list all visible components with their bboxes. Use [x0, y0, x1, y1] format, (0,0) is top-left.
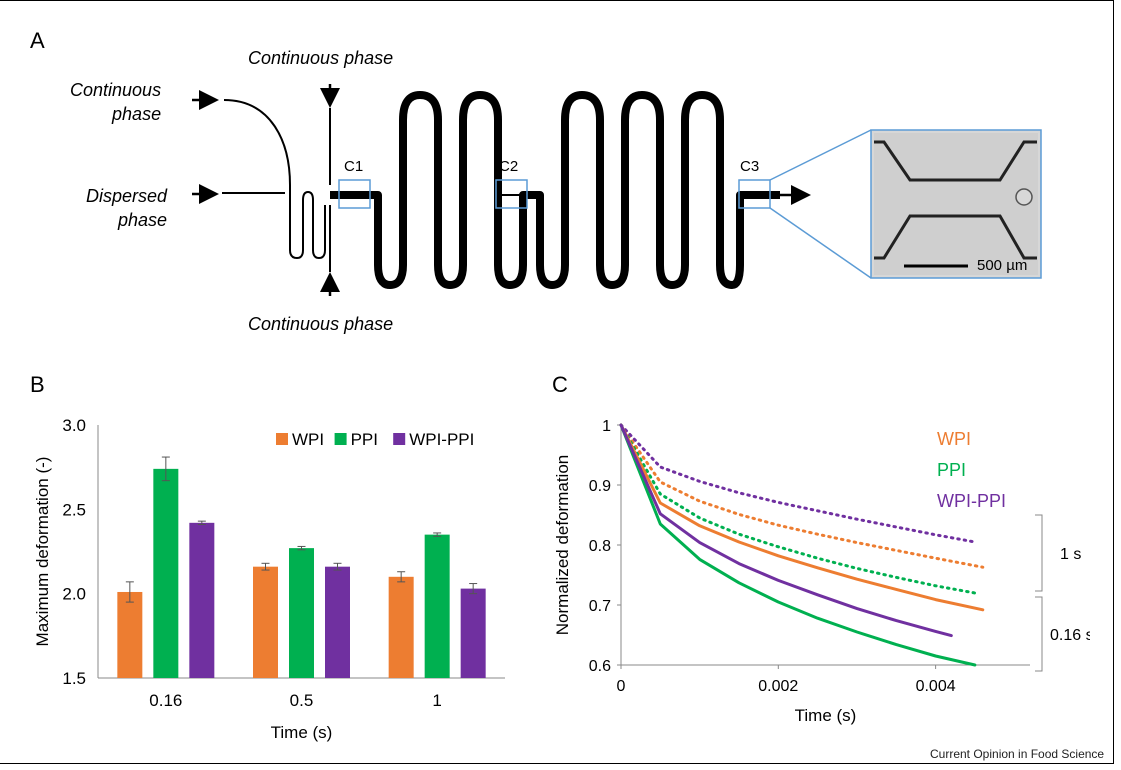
legend-swatch-wpi: [276, 433, 288, 445]
c1-box: [338, 179, 371, 209]
bar-chart-max-deformation: 1.5 2.0 2.5 3.0 0.16 0.5 1 Time (s) Maximum defo…: [33, 416, 505, 742]
dispersed-phase-label: Dispersed phase: [86, 186, 168, 230]
c3-label: C3: [740, 158, 760, 175]
legend-label-wpi: WPI: [292, 430, 324, 449]
bar-ppi: [289, 548, 314, 678]
c2-label: C2: [499, 158, 519, 175]
c3-box: [738, 179, 771, 209]
line-chart-normalized-deformation: 0.6 0.7 0.8 0.9 1 0 0.002 0.004 Time (s) Normaliz…: [553, 418, 1090, 725]
legend-label-wpi: WPI: [937, 429, 971, 449]
x-tick-label: 0.004: [916, 678, 956, 695]
bar-wpi-ppi: [189, 522, 215, 678]
y-tick-label: 0.6: [589, 658, 611, 675]
x-tick-label: 0.002: [758, 678, 798, 695]
y-tick-label: 1: [602, 418, 611, 435]
x-tick-label: 0.16: [149, 691, 182, 710]
c1-label: C1: [344, 158, 364, 175]
legend-swatch-ppi: [334, 433, 347, 445]
group-label-1s: 1 s: [1060, 546, 1081, 563]
y-tick-label: 0.7: [589, 598, 611, 615]
series-line-wpi-ppi-016s: [619, 423, 953, 638]
microfluidic-schematic: [192, 84, 1042, 296]
x-tick-label: 0: [617, 678, 626, 695]
series-line-ppi-016s: [619, 423, 977, 667]
bar-wpi-ppi: [460, 588, 486, 678]
footer-credit: Current Opinion in Food Science: [930, 747, 1105, 761]
series-line-ppi-1s: [619, 423, 977, 595]
y-axis-title: Maximum deformation (-): [33, 457, 52, 647]
droplet: [1015, 188, 1033, 206]
legend-label-ppi: PPI: [937, 460, 966, 480]
panel-a-letter: A: [30, 28, 45, 53]
scale-bar-label: 500 µm: [977, 257, 1028, 274]
bracket-1s: [1035, 514, 1043, 592]
y-tick-label: 0.8: [589, 538, 611, 555]
panel-b-letter: B: [30, 372, 45, 397]
c2-box: [495, 179, 528, 209]
bar-ppi: [153, 468, 179, 678]
y-tick-label: 0.9: [589, 478, 611, 495]
serpentine-channel: [330, 91, 780, 289]
x-tick-label: 0.5: [290, 691, 314, 710]
continuous-inlet-channel: [223, 99, 326, 260]
legend-label-wpi-ppi: WPI-PPI: [937, 491, 1006, 511]
x-tick-label: 1: [432, 691, 441, 710]
y-tick-label: 2.0: [62, 585, 86, 604]
bar-ppi: [424, 534, 450, 678]
bar-wpi: [388, 576, 414, 678]
bar-wpi: [117, 591, 143, 678]
series-line-wpi-ppi-1s: [619, 423, 977, 544]
y-tick-label: 3.0: [62, 416, 86, 435]
y-tick-label: 2.5: [62, 500, 86, 519]
x-axis-title: Time (s): [795, 706, 857, 725]
panel-c-letter: C: [552, 372, 568, 397]
continuous-phase-left-label: Continuous phase: [70, 80, 162, 124]
legend-label-ppi: PPI: [351, 430, 378, 449]
series-line-wpi-016s: [619, 423, 985, 612]
x-axis-title: Time (s): [271, 723, 333, 742]
y-axis-title: Normalized deformation: [553, 455, 572, 635]
bar-wpi-ppi: [325, 566, 350, 678]
continuous-phase-bottom-label: Continuous phase: [248, 314, 394, 334]
y-tick-label: 1.5: [62, 669, 86, 688]
continuous-phase-top-label: Continuous phase: [248, 48, 394, 68]
micrograph-inset: [870, 129, 1042, 279]
legend-label-wpi-ppi: WPI-PPI: [409, 430, 474, 449]
bracket-016s: [1035, 596, 1043, 672]
series-line-wpi-1s: [619, 423, 985, 569]
group-label-016s: 0.16 s: [1050, 627, 1090, 644]
bar-wpi: [253, 566, 278, 678]
legend-swatch-wpi-ppi: [393, 433, 406, 445]
